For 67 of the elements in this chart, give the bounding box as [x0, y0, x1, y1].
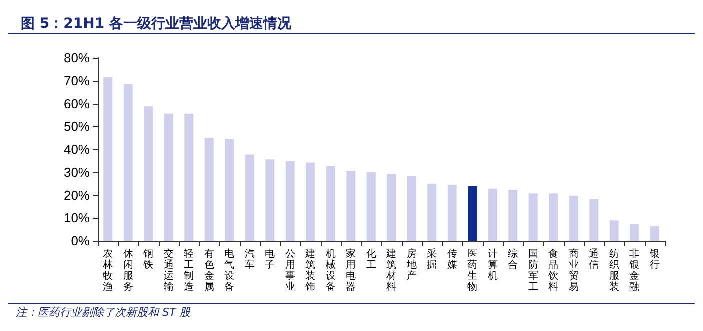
bar: [428, 184, 437, 241]
bar: [610, 220, 619, 241]
bar: [286, 161, 295, 241]
bar: [448, 185, 457, 241]
text: 注：医药行业剔除了次新股和 ST 股: [16, 306, 192, 319]
x-tick-label: 房地产: [406, 248, 417, 282]
x-tick-label: 建筑装饰: [304, 248, 316, 293]
bar: [346, 171, 356, 241]
chart-title: 图 5：21H1 各一级行业营业收入增速情况: [21, 16, 292, 32]
x-tick-label: 非银金融: [628, 248, 640, 293]
y-tick-label: 80%: [64, 50, 90, 66]
x-tick-label: 家用电器: [346, 248, 356, 293]
x-tick-label: 轻工制造: [184, 248, 194, 293]
bar: [225, 139, 234, 241]
x-tick-label: 有色金属: [204, 248, 214, 293]
x-tick-label: 化工: [366, 248, 376, 271]
y-tick-label: 30%: [64, 164, 90, 180]
x-tick-label: 综合: [508, 248, 518, 271]
bar: [326, 166, 336, 241]
bar: [590, 199, 599, 241]
bar: [407, 176, 416, 241]
x-tick-label: 传媒: [447, 249, 458, 271]
x-tick-label: 机械设备: [326, 248, 336, 293]
x-tick-label: 电子: [265, 248, 276, 271]
bar: [468, 186, 478, 241]
bar: [184, 114, 194, 241]
bar: [488, 188, 498, 241]
bar: [164, 114, 174, 241]
bar: [549, 194, 558, 241]
bar: [569, 196, 578, 241]
x-tick-label: 纺织服装: [609, 248, 620, 293]
bar: [387, 174, 396, 241]
bar: [266, 160, 275, 241]
bar: [104, 77, 113, 241]
x-tick-label: 医药生物: [468, 249, 478, 293]
bar: [366, 172, 376, 241]
x-tick-label: 钢铁: [142, 249, 154, 271]
x-tick-label: 采掘: [427, 248, 438, 271]
y-tick-label: 10%: [64, 210, 90, 226]
x-tick-label: 银行: [648, 249, 660, 271]
x-tick-label: 汽车: [244, 248, 255, 271]
x-tick-label: 国防军工: [528, 249, 538, 293]
y-tick-label: 60%: [64, 96, 90, 112]
x-tick-label: 农林牧渔: [102, 249, 114, 293]
x-tick-label: 电气设备: [224, 248, 235, 293]
bar: [144, 106, 154, 241]
y-tick-label: 0%: [71, 234, 90, 248]
y-tick-label: 50%: [64, 119, 90, 134]
x-tick-label: 通信: [589, 248, 600, 271]
bar: [650, 226, 660, 241]
y-tick-label: 20%: [64, 188, 90, 203]
x-tick-label: 计算机: [488, 248, 498, 282]
x-tick-label: 建筑材料: [386, 248, 397, 293]
y-tick-label: 70%: [64, 73, 90, 88]
x-tick-label: 公用事业: [285, 248, 296, 293]
bar: [528, 194, 538, 241]
bar: [124, 84, 133, 241]
bar: [508, 190, 518, 241]
bar: [204, 138, 214, 241]
bar: [306, 162, 316, 241]
x-tick-label: 商业贸易: [568, 248, 579, 293]
x-tick-label: 食品饮料: [548, 248, 559, 293]
bar: [245, 154, 254, 241]
y-tick-label: 40%: [64, 142, 90, 157]
x-tick-label: 休闲服务: [123, 249, 134, 293]
x-tick-label: 交通运输: [164, 248, 174, 293]
bar: [630, 224, 640, 241]
